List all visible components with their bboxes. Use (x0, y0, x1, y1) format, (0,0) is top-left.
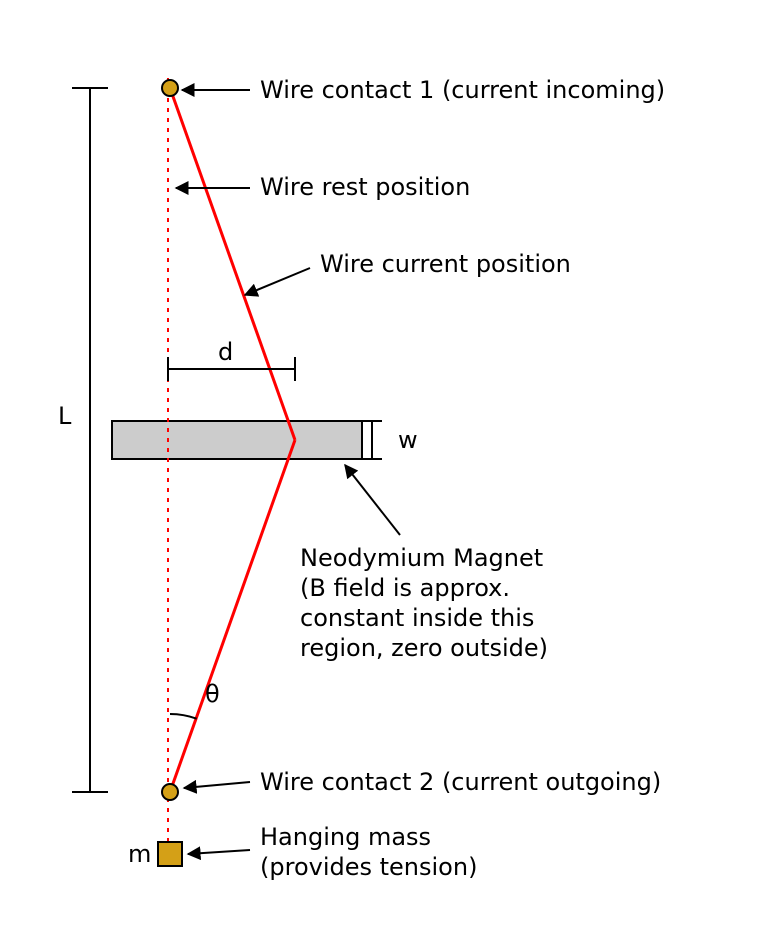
label-w: w (398, 426, 418, 454)
label-magnet-line-2: (B field is approx. (300, 574, 510, 602)
magnet-region (112, 421, 362, 459)
theta-arc (170, 714, 197, 719)
label-mass-line-2: (provides tension) (260, 853, 477, 881)
arrow-magnet (345, 465, 400, 535)
label-L: L (58, 402, 72, 430)
wire-contact-1 (162, 80, 178, 96)
wire-contact-2 (162, 784, 178, 800)
label-contact1: Wire contact 1 (current incoming) (260, 76, 665, 104)
label-magnet-line-1: Neodymium Magnet (300, 544, 543, 572)
arrow-contact2 (184, 782, 250, 788)
label-m: m (128, 840, 151, 868)
wire-segment-upper (170, 88, 295, 440)
label-d: d (218, 338, 233, 366)
label-mass-line-1: Hanging mass (260, 823, 431, 851)
label-magnet-line-3: constant inside this (300, 604, 534, 632)
arrow-current (245, 268, 310, 295)
label-rest: Wire rest position (260, 173, 470, 201)
arrow-mass (188, 850, 250, 854)
label-contact2: Wire contact 2 (current outgoing) (260, 768, 661, 796)
label-magnet-line-4: region, zero outside) (300, 634, 548, 662)
wire-segment-lower (170, 440, 295, 792)
label-current: Wire current position (320, 250, 571, 278)
label-theta: θ (205, 680, 220, 708)
hanging-mass (158, 842, 182, 866)
